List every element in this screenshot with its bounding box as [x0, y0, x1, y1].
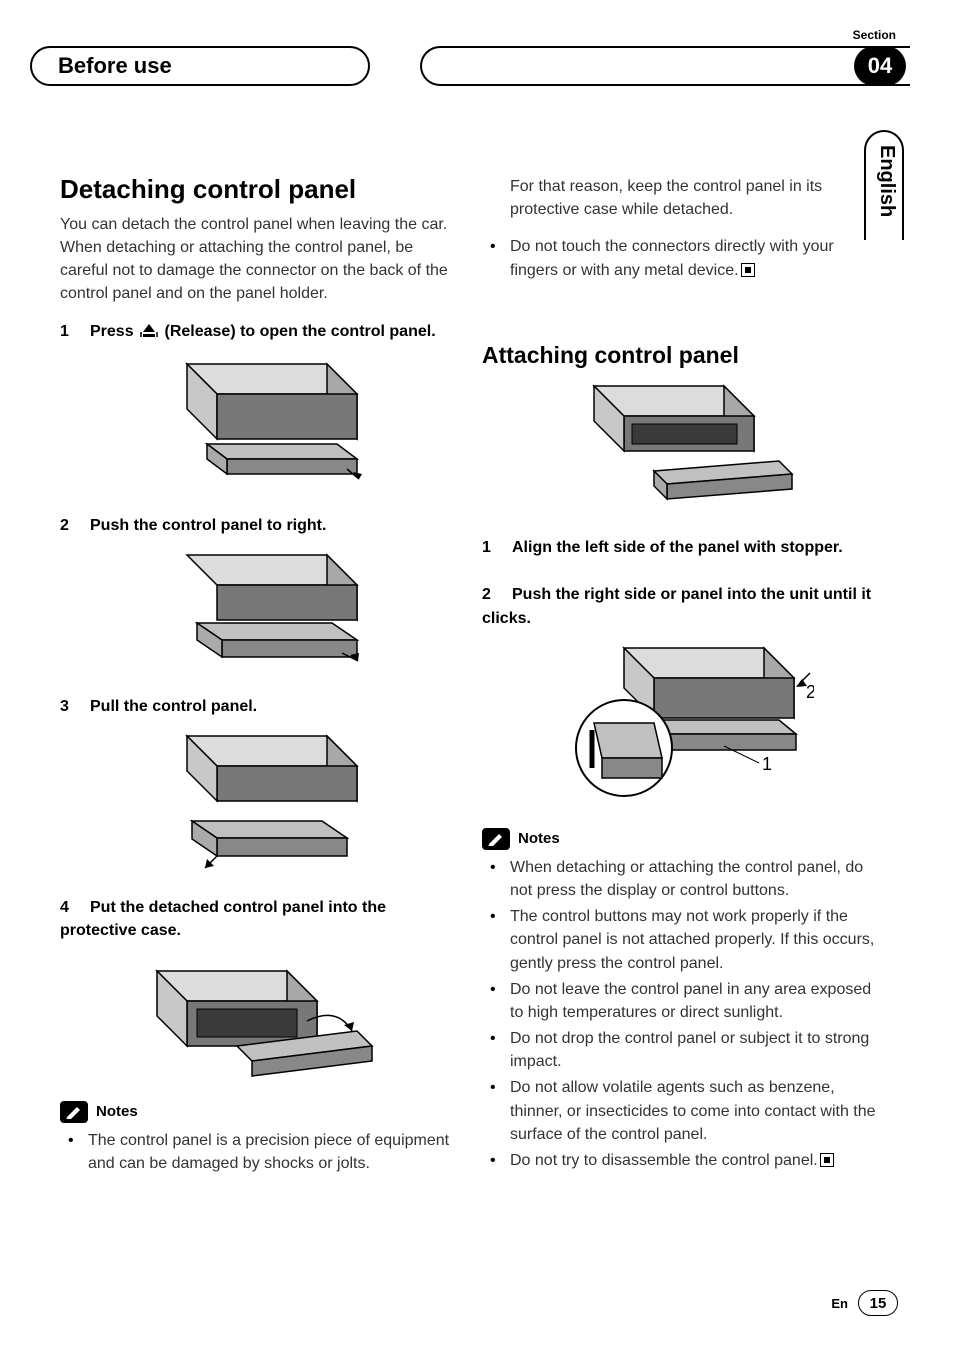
- page-header: Section Before use 04: [0, 28, 954, 84]
- svg-text:2: 2: [806, 682, 814, 702]
- language-tab-label: English: [875, 145, 898, 217]
- notes-list-left: The control panel is a precision piece o…: [60, 1129, 454, 1175]
- note-item: The control buttons may not work properl…: [482, 905, 876, 975]
- section-label: Section: [853, 28, 896, 42]
- detach-step-1: 1Press (Release) to open the control pan…: [60, 320, 454, 346]
- illustration-step2: [60, 545, 454, 675]
- step-text: Align the left side of the panel with st…: [512, 539, 843, 556]
- release-icon: [140, 323, 158, 346]
- note-item: When detaching or attaching the control …: [482, 856, 876, 902]
- attach-step-2: 2Push the right side or panel into the u…: [482, 583, 876, 629]
- step-number: 4: [60, 896, 90, 919]
- pencil-icon: [60, 1101, 88, 1123]
- note-item: Do not drop the control panel or subject…: [482, 1027, 876, 1073]
- right-column: For that reason, keep the control panel …: [482, 175, 876, 1178]
- pencil-icon: [482, 828, 510, 850]
- notes-label: Notes: [96, 1103, 138, 1120]
- continuation-text: For that reason, keep the control panel …: [482, 175, 876, 221]
- illustration-step4: [60, 951, 454, 1081]
- notes-header-left: Notes: [60, 1101, 454, 1123]
- notes-header-right: Notes: [482, 828, 876, 850]
- detaching-intro: You can detach the control panel when le…: [60, 213, 454, 306]
- tab-before-use: Before use: [30, 46, 370, 86]
- step-number: 1: [60, 320, 90, 343]
- page-number: 15: [858, 1290, 898, 1316]
- step-text: Push the control panel to right.: [90, 517, 326, 534]
- end-mark-icon: [820, 1153, 834, 1167]
- attaching-heading: Attaching control panel: [482, 342, 876, 368]
- attach-step-1: 1Align the left side of the panel with s…: [482, 536, 876, 559]
- end-mark-icon: [741, 263, 755, 277]
- notes-label: Notes: [518, 830, 560, 847]
- content-columns: Detaching control panel You can detach t…: [60, 175, 895, 1178]
- top-bullet-list: Do not touch the connectors directly wit…: [482, 235, 876, 281]
- step-text: Push the right side or panel into the un…: [482, 586, 871, 626]
- svg-text:1: 1: [762, 754, 772, 774]
- step-number: 2: [482, 583, 512, 606]
- step-text-after: (Release) to open the control panel.: [160, 323, 436, 340]
- page-footer: En 15: [831, 1290, 898, 1316]
- illustration-attach-detail: 2 1: [482, 638, 876, 808]
- note-item: Do not leave the control panel in any ar…: [482, 978, 876, 1024]
- step-text-before: Press: [90, 323, 138, 340]
- tab-title: Before use: [58, 53, 172, 79]
- note-item: The control panel is a precision piece o…: [60, 1129, 454, 1175]
- detach-step-4: 4Put the detached control panel into the…: [60, 896, 454, 942]
- detach-step-2: 2Push the control panel to right.: [60, 514, 454, 537]
- tab-right-outline: [420, 46, 910, 86]
- note-item: Do not allow volatile agents such as ben…: [482, 1076, 876, 1146]
- detach-step-3: 3Pull the control panel.: [60, 695, 454, 718]
- illustration-attach-top: [482, 376, 876, 516]
- detaching-heading: Detaching control panel: [60, 175, 454, 205]
- note-item: Do not try to disassemble the control pa…: [482, 1149, 876, 1172]
- illustration-step1: [60, 354, 454, 494]
- step-number: 1: [482, 536, 512, 559]
- bullet-text: Do not touch the connectors directly wit…: [510, 238, 834, 278]
- section-number-badge: 04: [854, 46, 906, 86]
- footer-lang-code: En: [831, 1296, 848, 1311]
- notes-list-right: When detaching or attaching the control …: [482, 856, 876, 1172]
- left-column: Detaching control panel You can detach t…: [60, 175, 454, 1178]
- illustration-step3: [60, 726, 454, 876]
- step-text: Put the detached control panel into the …: [60, 899, 386, 939]
- step-number: 2: [60, 514, 90, 537]
- step-number: 3: [60, 695, 90, 718]
- note-item: Do not touch the connectors directly wit…: [482, 235, 876, 281]
- step-text: Pull the control panel.: [90, 698, 257, 715]
- note-text: Do not try to disassemble the control pa…: [510, 1152, 818, 1169]
